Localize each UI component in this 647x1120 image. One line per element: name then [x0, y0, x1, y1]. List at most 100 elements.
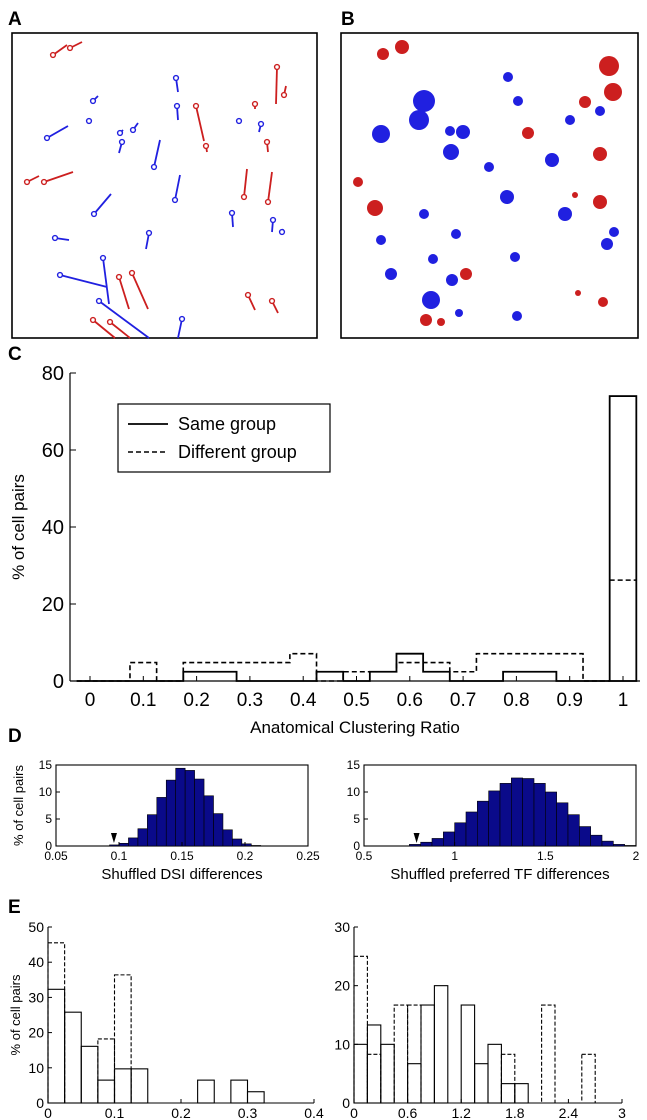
y-tick-label: 0 [36, 1095, 44, 1111]
orientation-line [98, 300, 150, 339]
hist-bar [556, 802, 569, 847]
x-tick-label: 0.4 [304, 1105, 324, 1120]
chart-e-tf: 0 10 20 30 0 0.6 1.2 1.8 2.4 3Nearest-neighbor pr… [334, 919, 626, 1120]
orientation-tip [85, 117, 93, 125]
orientation-tip [280, 91, 288, 99]
bar-dashed [366, 1053, 382, 1104]
panel-b-frame [340, 32, 639, 339]
bar-solid [113, 1068, 132, 1104]
y-tick-label: 30 [28, 989, 44, 1005]
bar-dashed [47, 942, 66, 1104]
y-tick-label: 10 [334, 1036, 350, 1052]
bar-solid [487, 1043, 502, 1104]
x-axis-label: Shuffled preferred TF differences [390, 866, 609, 883]
orientation-tip [95, 297, 103, 305]
panel-label-b: B [341, 9, 355, 30]
cell-dot [593, 195, 607, 209]
cell-dot [446, 274, 458, 286]
panel-label-d: D [8, 726, 22, 747]
hist-bar [222, 829, 233, 847]
orientation-line [153, 139, 161, 168]
orientation-tip [43, 134, 51, 142]
x-tick-label: 0.1 [130, 690, 156, 711]
chart-d-dsi: 0 5 10 15 0.05 0.1 0.15 0.2 0.25 Shuffled DSI dif… [11, 758, 320, 883]
orientation-line [109, 321, 131, 339]
x-tick-label: 0.2 [171, 1105, 191, 1120]
cell-dot [593, 147, 607, 161]
hist-bar [567, 814, 580, 847]
bar-solid [366, 1024, 382, 1104]
orientation-tip [40, 178, 48, 186]
y-tick-label: 10 [347, 785, 361, 799]
cell-dot [456, 125, 470, 139]
hist-bar [477, 800, 489, 847]
hist-bar [590, 834, 603, 847]
orientation-line [267, 171, 273, 203]
orientation-tip [128, 269, 136, 277]
x-axis-label: Anatomical Clustering Ratio [250, 718, 460, 737]
y-tick-label: 50 [28, 919, 44, 935]
cell-dot [409, 110, 429, 130]
y-tick-label: 40 [28, 954, 44, 970]
orientation-tip [257, 120, 265, 128]
cell-dot [513, 96, 523, 106]
orientation-line [118, 276, 130, 310]
series-same-group [76, 652, 610, 682]
x-tick-label: 0.3 [238, 1105, 258, 1120]
cell-dot [575, 290, 581, 296]
hist-bar [203, 795, 214, 847]
bar-solid [514, 1083, 529, 1104]
hist-bar [579, 826, 591, 847]
chart-e-dsi: 0 10 20 30 40 50 0 0.1 0.2 0.3 0.4 Nearest-neighbor… [8, 919, 324, 1120]
orientation-tip [116, 129, 124, 137]
hist-bar [601, 840, 614, 847]
orientation-tip [240, 193, 248, 201]
orientation-tip [235, 117, 243, 125]
bar-dashed [581, 1053, 596, 1104]
x-tick-label: 0.25 [296, 849, 320, 863]
hist-bar [522, 778, 535, 847]
orientation-tip [268, 297, 276, 305]
orientation-tip [118, 138, 126, 146]
orientation-tip [49, 51, 57, 59]
y-tick-label: 10 [39, 785, 53, 799]
bar-solid [64, 1011, 82, 1104]
bar-solid [130, 1068, 149, 1104]
bar-solid [246, 1091, 265, 1104]
marker-arrow [413, 833, 420, 843]
orientation-tip [99, 254, 107, 262]
bar-solid [500, 1083, 516, 1104]
orientation-tip [129, 126, 137, 134]
cell-dot [460, 268, 472, 280]
y-tick-label: 0 [342, 1095, 350, 1111]
chart-c: 0 20 40 60 80 0 0.1 0.2 0.3 0.4 0.5 0.6 0.7 0.8 0.9 1 Sa… [9, 363, 640, 737]
bar-solid [47, 988, 66, 1104]
cell-dot [609, 227, 619, 237]
chart-d-tf: 0 5 10 15 0.5 1 1.5 2 Shuffled preferred TF diff… [347, 758, 640, 883]
hist-bar [431, 838, 444, 847]
orientation-tip [178, 315, 186, 323]
cell-dot [377, 48, 389, 60]
cell-dot [604, 83, 622, 101]
orientation-tip [171, 196, 179, 204]
bar-solid [353, 1043, 368, 1104]
bar-dashed [541, 1004, 556, 1104]
x-axis-label: Nearest-neighbor DSI differences [77, 1117, 285, 1120]
orientation-tip [150, 163, 158, 171]
bar-solid [460, 1004, 476, 1104]
x-tick-label: 0.4 [290, 690, 317, 711]
x-tick-label: 0.2 [183, 690, 209, 711]
x-tick-label: 2.4 [559, 1105, 579, 1120]
cell-dot [545, 153, 559, 167]
x-tick-label: 0 [44, 1105, 52, 1120]
x-tick-label: 0.5 [343, 690, 369, 711]
cell-dot [372, 125, 390, 143]
hist-bar [533, 783, 546, 847]
hist-bar [545, 791, 557, 847]
x-tick-label: 1 [618, 690, 629, 711]
cell-dot [422, 291, 440, 309]
cell-dot [572, 192, 578, 198]
orientation-tip [263, 138, 271, 146]
hist-bar [165, 779, 176, 847]
